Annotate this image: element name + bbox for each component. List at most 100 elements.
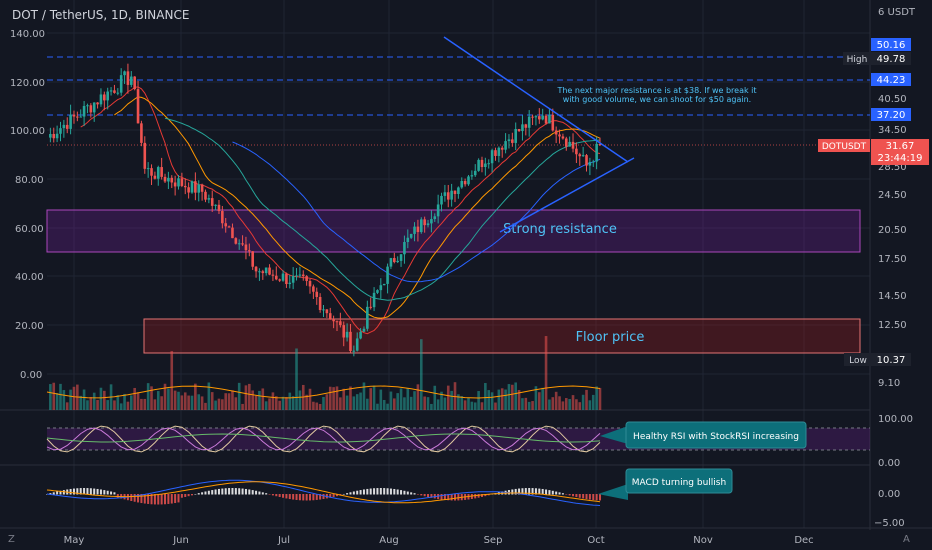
right-tick: 12.50 [878,320,907,331]
level-50-value: 50.16 [877,40,906,51]
candle-body [571,141,575,149]
macd-histogram [46,479,601,506]
candle-body [497,147,501,156]
candle-body [517,128,521,132]
macd-callout[interactable]: MACD turning bullish [598,468,733,500]
time-label: Jul [277,535,290,546]
macd-bar [221,488,224,495]
timezone-button[interactable]: Z [8,534,15,545]
macd-bar [588,494,591,500]
macd-bar [420,494,423,496]
macd-bar [170,494,173,504]
volume-bar [49,384,52,410]
macd-bar [76,488,79,495]
macd-bar [335,494,338,497]
volume-bar [376,403,379,410]
volume-bar [204,402,207,410]
left-tick: 120.00 [10,78,45,89]
volume-bar [558,396,561,410]
volume-bar [92,392,96,410]
volume-bar [325,394,329,410]
macd-bar [349,492,352,495]
macd-bar [268,494,271,495]
ascending-trendline[interactable] [499,157,635,233]
volume-bar [305,394,308,410]
candle-body [561,136,565,139]
volume-bar [514,382,518,410]
left-tick: 60.00 [15,224,44,235]
candle-body [76,116,79,118]
right-price-axis: 6 USDT 40.50 34.50 28.50 24.50 20.50 17.… [874,7,916,529]
volume-bar [106,400,109,410]
rsi-line [46,433,601,443]
volume-bar [436,399,440,410]
floor-price-zone[interactable] [143,318,861,354]
candle-body [214,204,217,206]
candle-body [113,90,116,93]
volume-bar [389,391,393,410]
macd-bar [457,494,460,501]
right-tick: 20.50 [878,225,907,236]
macd-bar [400,490,403,495]
time-label: Nov [693,535,713,546]
candle-body [210,198,214,206]
volume-bar [467,397,470,410]
candle-body [248,250,251,252]
low-label: Low [849,356,867,366]
volume-bar [72,386,76,410]
volume-bar [571,395,575,410]
macd-bar [514,488,517,495]
candle-body [322,309,325,311]
macd-bar [103,490,106,495]
macd-bar [585,494,588,500]
macd-bar [228,488,231,495]
symbol-price-marker: DOTUSDT 31.67 23:44:19 [818,139,929,165]
volume-bar [136,392,140,410]
moving-average-line [80,86,601,335]
candle-body [335,321,339,323]
macd-bar [369,488,372,495]
volume-ma-line [46,385,601,399]
volume-bar [52,382,56,410]
volume-bar [527,401,531,410]
candle-body [197,184,201,193]
macd-bar [204,491,207,495]
candle-body [504,141,507,150]
macd-bar [423,494,426,497]
candle-body [473,170,477,176]
auto-scale-button[interactable]: A [903,534,910,545]
descending-trendline[interactable] [443,36,629,163]
volume-bar [103,390,106,410]
candle-body [231,227,234,239]
macd-bar [292,494,295,500]
rsi-tick: 100.00 [878,414,913,425]
volume-bar [399,388,403,410]
candle-body [531,116,534,118]
volume-bar [288,392,292,410]
left-tick: 40.00 [15,272,44,283]
volume-bar [480,402,484,410]
macd-bar [72,488,75,495]
macd-bar [130,494,133,502]
macd-bar [113,492,116,495]
macd-bar [511,489,514,495]
volume-bar [416,384,420,410]
volume-bar [295,348,298,410]
volume-bar [248,383,251,410]
macd-bar [157,494,160,505]
macd-tick: −5.00 [874,518,905,529]
volume-bar [366,398,369,410]
level-box-37: 37.20 [871,108,911,121]
volume-bar [214,400,217,410]
candle-body [126,71,130,85]
low-marker: Low 10.37 [844,353,911,366]
rsi-callout[interactable]: Healthy RSI with StockRSI increasing [600,421,807,449]
volume-bar [261,388,265,410]
volume-bar [86,400,89,410]
volume-bar [244,385,248,410]
candle-body [187,187,190,193]
volume-bar [119,403,123,410]
strong-resistance-zone[interactable] [46,209,861,253]
candle-body [332,319,335,322]
